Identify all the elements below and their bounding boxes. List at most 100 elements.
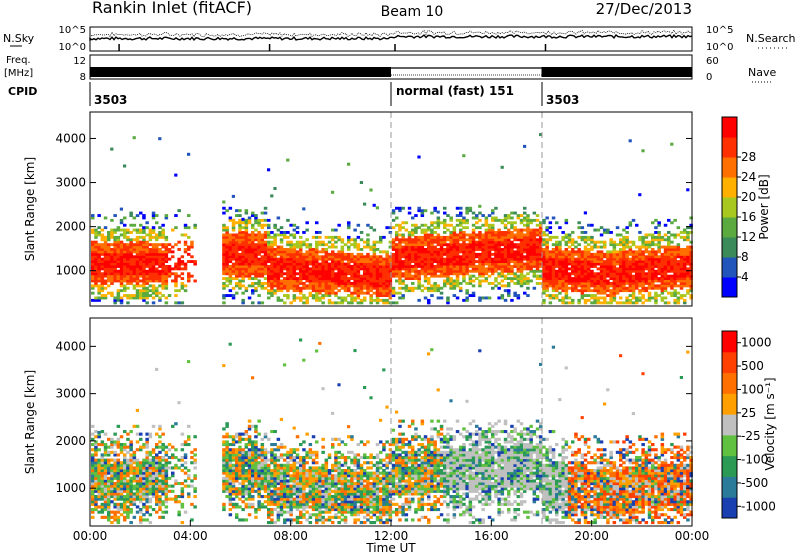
echo-cell	[491, 267, 495, 271]
echo-cell	[494, 267, 498, 271]
echo-cell	[135, 260, 140, 263]
echo-cell	[177, 209, 181, 213]
echo-cell	[395, 272, 399, 276]
echo-cell	[427, 262, 431, 266]
echo-cell	[449, 272, 453, 276]
echo-cell	[407, 286, 412, 290]
echo-cell	[356, 282, 361, 285]
echo-cell	[379, 255, 383, 259]
echo-cell	[132, 479, 137, 483]
echo-cell	[145, 479, 149, 483]
echo-cell	[308, 248, 313, 251]
echo-cell	[500, 250, 505, 254]
echo-cell	[667, 279, 671, 283]
echo-cell	[110, 147, 114, 151]
echo-cell	[689, 284, 693, 288]
echo-cell	[526, 282, 530, 285]
echo-cell	[657, 240, 661, 244]
echo-cell	[609, 277, 613, 280]
echo-cell	[638, 272, 642, 276]
echo-cell	[305, 298, 309, 302]
echo-cell	[398, 243, 402, 247]
echo-cell	[94, 471, 98, 475]
echo-cell	[481, 223, 485, 227]
echo-cell	[311, 255, 316, 259]
echo-cell	[436, 262, 441, 266]
echo-cell	[164, 489, 169, 493]
echo-cell	[395, 238, 399, 242]
echo-cell	[465, 233, 469, 237]
echo-cell	[535, 238, 540, 242]
echo-cell	[107, 269, 111, 273]
echo-cell	[356, 291, 361, 295]
echo-cell	[161, 487, 165, 491]
echo-cell	[148, 260, 153, 263]
echo-cell	[548, 301, 553, 305]
echo-cell	[686, 250, 690, 254]
echo-cell	[158, 298, 162, 302]
echo-cell	[222, 245, 226, 249]
echo-cell	[529, 248, 533, 251]
echo-cell	[519, 235, 524, 239]
echo-cell	[279, 255, 284, 259]
echo-cell	[113, 505, 117, 509]
echo-cell	[251, 289, 255, 293]
echo-cell	[334, 257, 338, 261]
echo-cell	[113, 243, 117, 247]
echo-cell	[523, 238, 527, 242]
echo-cell	[142, 461, 146, 465]
echo-cell	[119, 296, 124, 300]
echo-cell	[686, 291, 690, 295]
echo-cell	[606, 262, 610, 266]
echo-cell	[311, 250, 316, 254]
echo-cell	[455, 206, 460, 210]
colorbar-swatch	[722, 237, 737, 258]
echo-cell	[459, 250, 463, 254]
echo-cell	[244, 265, 249, 268]
echo-cell	[516, 243, 521, 247]
echo-cell	[452, 250, 457, 254]
echo-cell	[449, 257, 453, 261]
echo-cell	[142, 471, 146, 475]
echo-cell	[324, 286, 329, 290]
echo-cell	[327, 245, 332, 249]
echo-cell	[452, 238, 457, 242]
echo-cell	[286, 235, 290, 239]
echo-cell	[487, 248, 492, 251]
echo-cell	[462, 257, 466, 261]
echo-cell	[606, 274, 610, 278]
echo-cell	[148, 453, 153, 457]
echo-cell	[103, 240, 108, 244]
echo-cell	[129, 430, 133, 434]
echo-cell	[283, 279, 287, 283]
echo-cell	[177, 495, 181, 499]
echo-cell	[532, 286, 537, 290]
echo-cell	[187, 492, 191, 496]
echo-cell	[151, 474, 156, 478]
echo-cell	[289, 252, 293, 256]
echo-cell	[615, 226, 620, 230]
echo-cell	[132, 474, 137, 478]
echo-cell	[420, 240, 425, 244]
echo-cell	[363, 296, 367, 300]
echo-cell	[663, 255, 668, 259]
echo-cell	[491, 260, 495, 263]
echo-cell	[315, 243, 319, 247]
echo-cell	[283, 267, 287, 271]
echo-cell	[369, 298, 373, 302]
echo-cell	[324, 274, 329, 278]
echo-cell	[401, 248, 405, 251]
echo-cell	[519, 228, 524, 232]
echo-cell	[305, 296, 309, 300]
echo-cell	[110, 279, 114, 283]
echo-cell	[151, 252, 156, 256]
echo-cell	[542, 286, 546, 290]
echo-cell	[164, 252, 169, 256]
echo-cell	[126, 445, 130, 449]
echo-cell	[263, 286, 268, 290]
echo-cell	[523, 240, 527, 244]
echo-cell	[539, 223, 543, 227]
echo-cell	[545, 257, 549, 261]
echo-cell	[542, 260, 546, 263]
echo-cell	[91, 463, 95, 467]
